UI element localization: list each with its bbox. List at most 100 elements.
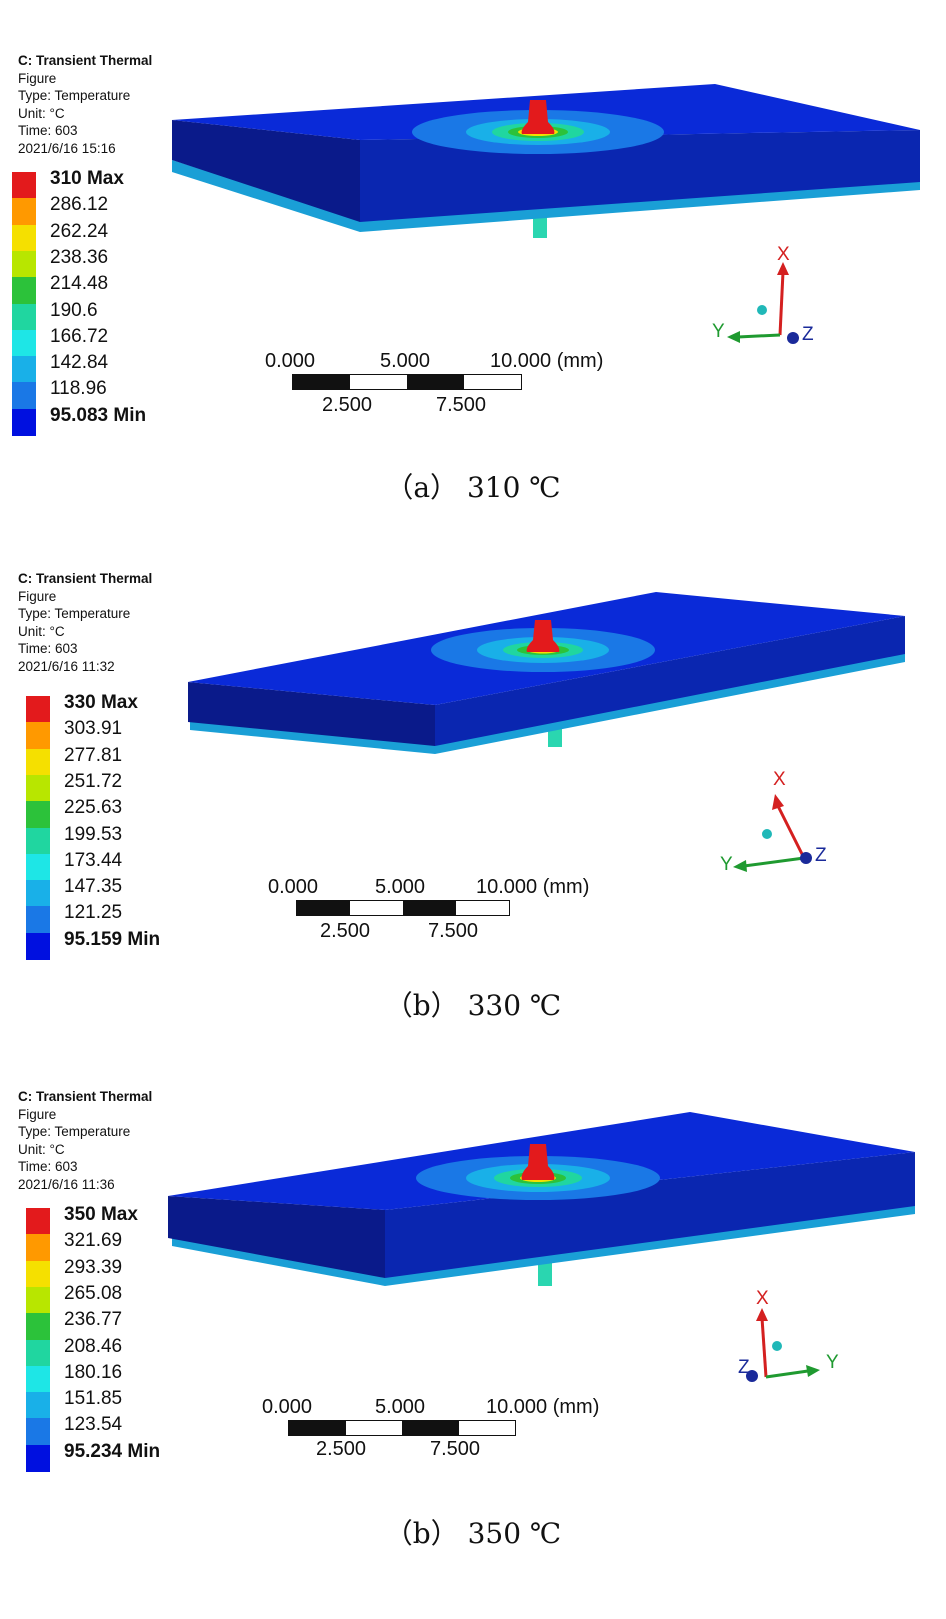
axis-z-label: Z: [815, 845, 827, 866]
axis-x-arrow: [772, 794, 784, 810]
nozzle-top: [526, 620, 560, 652]
info-block: C: Transient Thermal Figure Type: Temper…: [18, 570, 152, 675]
legend-swatch: [26, 1392, 50, 1420]
axis-z-dot: [787, 332, 799, 344]
scale-bar: [288, 1420, 516, 1436]
axis-y-arrow: [733, 860, 747, 872]
legend-swatch: [26, 1313, 50, 1341]
axis-y-label: Y: [720, 854, 733, 875]
legend-value: 277.81: [64, 744, 123, 766]
thermal-model-view: X Z Y: [168, 1112, 915, 1382]
scale-label: 10.000 (mm): [486, 1396, 600, 1418]
legend-value: 214.48: [50, 273, 109, 295]
plate-front-side: [172, 120, 360, 222]
legend-value: 330 Max: [64, 692, 138, 713]
info-block: C: Transient Thermal Figure Type: Temper…: [18, 1088, 152, 1193]
legend-value: 95.083 Min: [50, 404, 147, 426]
figure-caption: （a） 310 ℃: [385, 471, 561, 504]
figure-caption: （b） 330 ℃: [384, 989, 562, 1022]
legend-swatch: [26, 1444, 50, 1472]
info-line: 2021/6/16 11:32: [18, 658, 115, 674]
legend-swatch: [12, 329, 36, 357]
legend-swatch: [26, 853, 50, 881]
axis-y-line: [765, 1369, 809, 1379]
scale-label: 2.500: [322, 394, 373, 416]
plate-right-side: [385, 1152, 915, 1278]
info-line: Type: Temperature: [18, 88, 131, 103]
legend-swatch: [26, 827, 50, 855]
axis-y-line: [743, 856, 805, 868]
info-line: Time: 603: [18, 641, 78, 656]
info-line: Figure: [18, 588, 57, 604]
legend-value: 199.53: [64, 823, 123, 845]
axis-x-arrow: [756, 1308, 768, 1321]
nozzle-top: [521, 100, 555, 134]
legend-swatch: [26, 801, 50, 829]
info-line: 2021/6/16 11:36: [18, 1176, 115, 1192]
legend-value: 251.72: [64, 770, 123, 792]
scale-label: 10.000 (mm): [490, 350, 604, 372]
legend-swatch: [26, 880, 50, 908]
triad-sphere: [762, 829, 772, 839]
legend-swatch: [26, 906, 50, 934]
legend-swatch: [12, 250, 36, 278]
thermal-model-view: X Y Z: [188, 592, 905, 875]
info-line: Figure: [18, 1106, 57, 1122]
scale-label: 2.500: [316, 1438, 367, 1460]
scale-label: 0.000: [262, 1396, 313, 1418]
info-line: Type: Temperature: [18, 1124, 131, 1139]
legend-swatch: [26, 696, 50, 723]
plate-front-side: [188, 682, 435, 746]
axis-y-arrow: [806, 1365, 820, 1377]
legend-value: 310 Max: [50, 168, 124, 189]
legend-swatch: [12, 303, 36, 331]
info-line: Time: 603: [18, 123, 78, 138]
plate-right-side: [435, 616, 905, 746]
legend-swatch: [26, 1208, 50, 1235]
legend-value: 173.44: [64, 849, 123, 871]
legend-value: 95.159 Min: [64, 928, 161, 950]
pin-bottom: [538, 1258, 552, 1286]
scale-bar: [292, 374, 522, 390]
axis-z-dot: [800, 852, 812, 864]
info-line: Unit: °C: [18, 1141, 65, 1157]
legend-swatch: [12, 382, 36, 410]
scale-label: 5.000: [375, 1396, 426, 1418]
legend-swatch: [12, 408, 36, 436]
figure-panel-a: C: Transient Thermal Figure Type: Temper…: [0, 0, 946, 520]
legend-swatch: [12, 198, 36, 226]
legend-swatch: [12, 172, 36, 199]
legend-value: 151.85: [64, 1388, 123, 1410]
info-title: C: Transient Thermal: [18, 571, 153, 586]
axis-x-line: [778, 271, 785, 336]
info-line: Type: Temperature: [18, 606, 131, 621]
axis-x-label: X: [756, 1288, 769, 1309]
legend-swatch: [26, 1260, 50, 1288]
info-title: C: Transient Thermal: [18, 53, 153, 68]
scale-label: 0.000: [268, 876, 319, 898]
info-line: Time: 603: [18, 1159, 78, 1174]
legend-swatch: [26, 1286, 50, 1314]
legend-value: 121.25: [64, 902, 123, 924]
info-line: Unit: °C: [18, 105, 65, 121]
triad-sphere: [757, 305, 767, 315]
info-line: 2021/6/16 15:16: [18, 140, 116, 156]
legend-swatch: [12, 277, 36, 305]
axis-x-label: X: [773, 769, 786, 790]
legend-swatch: [12, 356, 36, 384]
info-line: Unit: °C: [18, 623, 65, 639]
axis-x-line: [776, 805, 806, 859]
info-line: Figure: [18, 70, 57, 86]
figure-panel-c: C: Transient Thermal Figure Type: Temper…: [0, 1040, 946, 1560]
legend-swatch: [26, 1418, 50, 1446]
axis-y-line: [737, 333, 781, 339]
legend-value: 265.08: [64, 1282, 123, 1304]
axis-z-label: Z: [738, 1357, 750, 1378]
axis-y-label: Y: [826, 1352, 839, 1373]
info-title: C: Transient Thermal: [18, 1089, 153, 1104]
axis-x-arrow: [777, 262, 789, 275]
legend-value: 208.46: [64, 1335, 123, 1357]
legend-swatch: [12, 224, 36, 252]
scale-label: 0.000: [265, 350, 316, 372]
scale-label: 7.500: [428, 920, 479, 942]
